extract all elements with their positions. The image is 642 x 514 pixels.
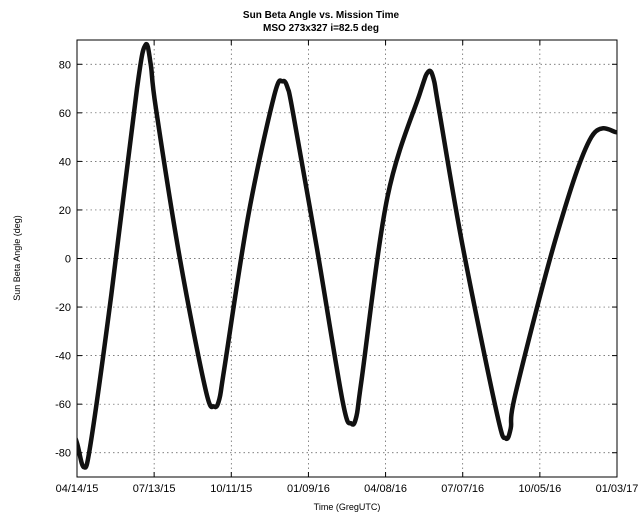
x-tick-label: 01/03/17 <box>596 483 639 495</box>
y-axis-label: Sun Beta Angle (deg) <box>12 215 22 301</box>
y-tick-label: 40 <box>59 156 71 168</box>
x-tick-label: 10/11/15 <box>210 483 252 495</box>
x-tick-label: 04/14/15 <box>56 483 99 495</box>
x-tick-label: 10/05/16 <box>518 483 561 495</box>
x-tick-label: 01/09/16 <box>287 483 330 495</box>
y-tick-label: 80 <box>59 59 71 71</box>
x-tick-label: 07/13/15 <box>133 483 176 495</box>
chart-subtitle: MSO 273x327 i=82.5 deg <box>263 23 379 34</box>
chart-title: Sun Beta Angle vs. Mission Time <box>243 10 400 21</box>
y-tick-label: -60 <box>55 399 71 411</box>
y-tick-label: 60 <box>59 108 71 120</box>
x-tick-label: 04/08/16 <box>364 483 407 495</box>
series-line <box>77 41 617 470</box>
series <box>77 41 617 470</box>
y-tick-label: 0 <box>65 254 71 266</box>
y-tick-label: -20 <box>55 302 71 314</box>
y-tick-label: -80 <box>55 448 71 460</box>
y-tick-label: 20 <box>59 205 71 217</box>
ticks: 04/14/15 07/13/15 10/11/15 01/09/16 04/08/16… <box>55 40 638 495</box>
grid <box>77 40 617 477</box>
x-tick-label: 07/07/16 <box>441 483 484 495</box>
x-axis-label: Time (GregUTC) <box>314 502 381 512</box>
y-tick-label: -40 <box>55 351 71 363</box>
